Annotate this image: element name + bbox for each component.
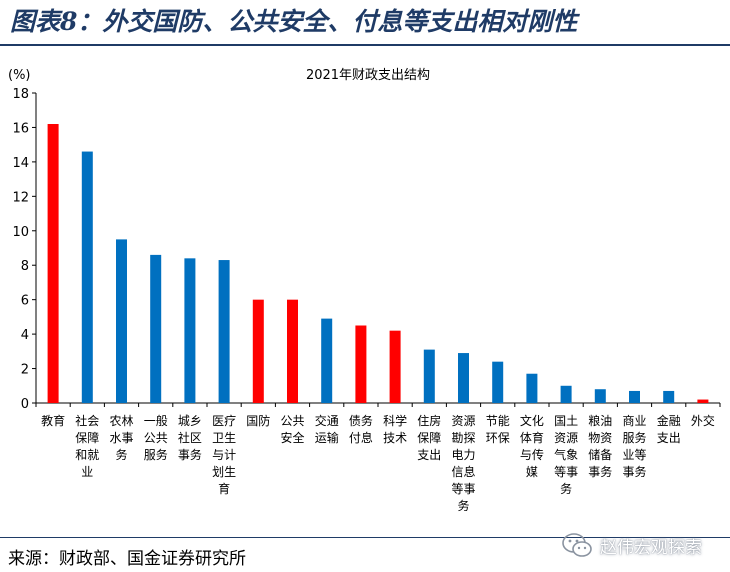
bar bbox=[218, 260, 230, 403]
x-tick-label: 节能环保 bbox=[486, 414, 510, 445]
wechat-icon bbox=[562, 533, 592, 557]
x-tick-label: 资源勘探电力信息等事务 bbox=[451, 414, 475, 513]
bar bbox=[526, 373, 538, 403]
bar bbox=[287, 299, 298, 403]
bar bbox=[458, 353, 469, 403]
axes: 0 2 4 6 8 10 12 14 16 18 bbox=[12, 87, 721, 412]
y-tick-label: 4 bbox=[21, 328, 29, 343]
x-tick-label: 金融支出 bbox=[657, 413, 681, 445]
x-tick-label: 文化体育与传媒 bbox=[520, 413, 544, 479]
x-tick-label: 住房保障支出 bbox=[417, 413, 441, 462]
x-tick-label: 国土资源气象等事务 bbox=[554, 414, 578, 496]
bar bbox=[321, 318, 333, 403]
x-tick-label: 债务付息 bbox=[349, 413, 373, 445]
y-tick-label: 14 bbox=[12, 156, 29, 171]
title-rule bbox=[0, 44, 730, 46]
bar bbox=[629, 390, 640, 403]
x-tick-label: 国防 bbox=[246, 413, 270, 428]
x-tick-label: 城乡社区事务 bbox=[178, 414, 202, 462]
y-tick-label: 12 bbox=[12, 190, 29, 205]
bar bbox=[184, 258, 196, 403]
bar bbox=[252, 299, 264, 403]
bar bbox=[423, 349, 435, 403]
y-tick-label: 8 bbox=[21, 259, 29, 274]
bar bbox=[697, 399, 709, 403]
figure-title: 图表8：外交国防、公共安全、付息等支出相对刚性 bbox=[10, 7, 578, 36]
chart-title: 2021年财政支出结构 bbox=[306, 68, 430, 83]
bar bbox=[116, 239, 127, 403]
bar-chart: 2021年财政支出结构 (%) 0 2 4 6 8 10 12 14 16 18 教育 社会保障和就… bbox=[8, 68, 721, 513]
x-tick-label: 教育 bbox=[41, 413, 65, 428]
bar bbox=[594, 389, 606, 403]
y-tick-label: 18 bbox=[12, 87, 29, 102]
y-tick-label: 10 bbox=[12, 225, 29, 240]
bar bbox=[355, 325, 367, 403]
bar bbox=[663, 390, 675, 403]
y-axis-unit: (%) bbox=[8, 68, 31, 83]
bottom-rule bbox=[0, 537, 730, 538]
bar bbox=[81, 151, 93, 403]
x-tick-label: 农林水事务 bbox=[109, 414, 133, 462]
x-tick-label: 商业服务业等事务 bbox=[622, 413, 646, 479]
bars bbox=[47, 124, 709, 403]
source-note: 来源：财政部、国金证券研究所 bbox=[8, 549, 246, 569]
bar bbox=[47, 124, 59, 403]
bar bbox=[150, 254, 162, 403]
x-tick-label: 粮油物资储备事务 bbox=[588, 413, 612, 479]
bar bbox=[560, 385, 572, 403]
x-tick-label: 外交 bbox=[691, 413, 715, 428]
x-tick-label: 社会保障和就业 bbox=[75, 413, 99, 479]
watermark: 赵伟宏观探索 bbox=[560, 528, 702, 562]
bar bbox=[389, 330, 401, 403]
watermark-text: 赵伟宏观探索 bbox=[600, 537, 702, 558]
x-tick-label: 一般公共服务 bbox=[144, 413, 168, 462]
y-tick-label: 2 bbox=[21, 363, 29, 378]
x-tick-label: 公共安全 bbox=[280, 414, 304, 445]
bar bbox=[492, 361, 504, 403]
y-tick-label: 16 bbox=[12, 121, 29, 136]
x-tick-label: 科学技术 bbox=[383, 413, 407, 445]
x-tick-label: 医疗卫生与计划生育 bbox=[212, 414, 236, 496]
y-tick-label: 0 bbox=[21, 397, 29, 412]
x-tick-label: 交通运输 bbox=[315, 413, 339, 445]
y-tick-label: 6 bbox=[21, 294, 29, 309]
